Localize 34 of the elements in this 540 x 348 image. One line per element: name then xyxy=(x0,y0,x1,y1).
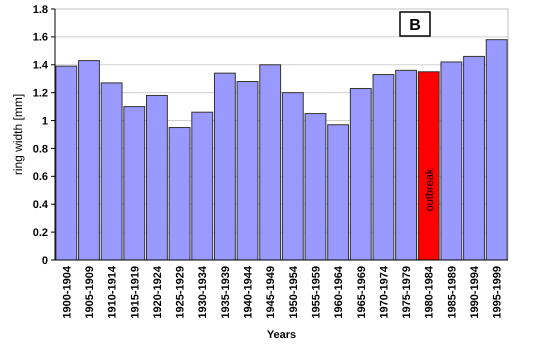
x-tick-label: 1995-1999 xyxy=(492,266,504,319)
x-tick-label: 1980-1984 xyxy=(424,265,436,319)
x-tick-label: 1935-1939 xyxy=(220,266,232,319)
x-tick-label: 1970-1974 xyxy=(378,265,390,319)
x-tick-label: 1975-1979 xyxy=(401,266,414,319)
x-tick-label: 1900-1904 xyxy=(61,265,74,319)
x-tick-label: 1925-1929 xyxy=(174,266,187,319)
y-tick-label: 1.2 xyxy=(32,88,48,100)
x-tick-label: 1990-1994 xyxy=(469,265,482,319)
y-tick-label: 0.2 xyxy=(32,226,48,239)
y-tick-label: 0.4 xyxy=(32,199,49,212)
x-tick-label: 1960-1964 xyxy=(333,265,346,319)
x-tick-label: 1945-1949 xyxy=(265,266,278,319)
x-tick-label: 1930-1934 xyxy=(197,265,210,319)
x-tick-label: 1905-1909 xyxy=(84,266,96,319)
y-tick-label: 0 xyxy=(42,254,48,267)
y-axis-title: ring width [mm] xyxy=(11,94,25,176)
y-tick-label: 1.4 xyxy=(32,60,49,72)
x-axis-title: Years xyxy=(266,329,296,341)
x-tick-label: 1950-1954 xyxy=(288,265,300,319)
x-tick-label: 1955-1959 xyxy=(310,266,322,319)
y-tick-label: 1.8 xyxy=(32,4,48,16)
y-tick-label: 1.6 xyxy=(32,32,48,44)
x-tick-label: 1920-1924 xyxy=(152,265,164,319)
x-tick-label: 1940-1944 xyxy=(242,265,255,319)
y-tick-label: 1 xyxy=(42,115,48,128)
x-tick-label: 1965-1969 xyxy=(356,266,368,319)
x-tick-label: 1915-1919 xyxy=(129,266,142,319)
text: B xyxy=(409,17,421,34)
y-tick-label: 0.8 xyxy=(32,143,48,156)
x-tick-label: 1910-1914 xyxy=(106,265,119,319)
y-tick-label: 0.6 xyxy=(32,171,48,184)
x-tick-label: 1985-1989 xyxy=(446,266,458,319)
annotation: outbreak xyxy=(424,168,436,212)
